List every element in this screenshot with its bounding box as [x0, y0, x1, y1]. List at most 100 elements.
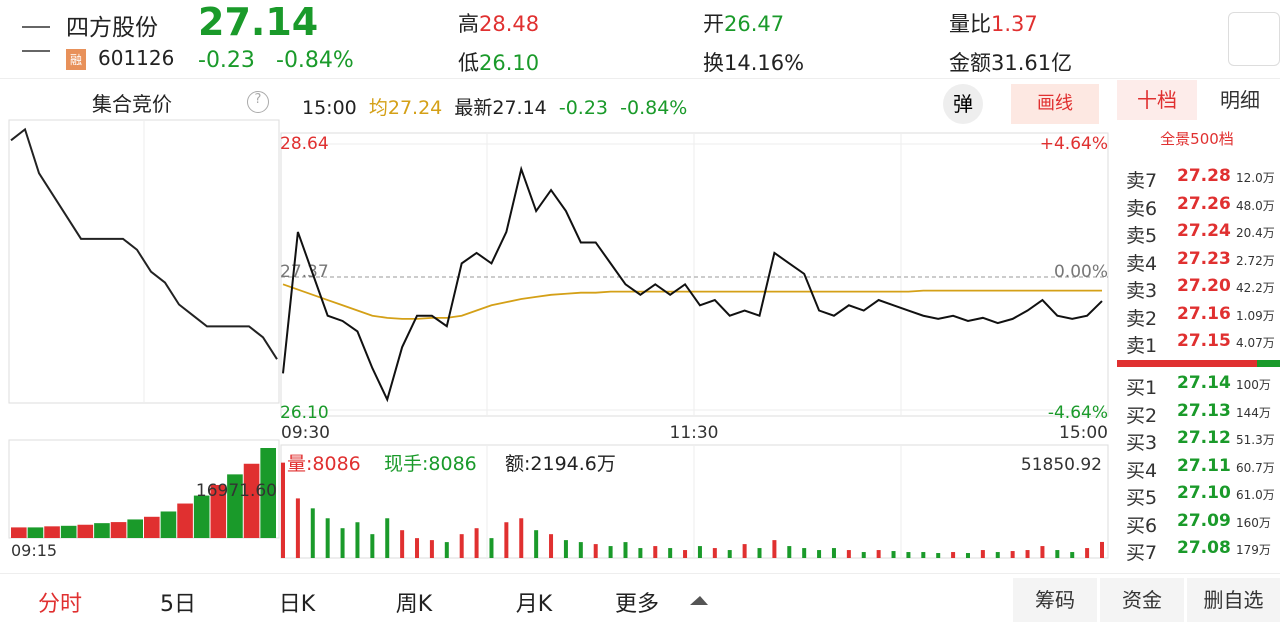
tab[interactable]: 更多: [614, 592, 659, 617]
volume-bar: [400, 530, 405, 558]
level: 买7: [1126, 542, 1158, 564]
margin-tag: 融: [66, 49, 87, 70]
x-tick-label: 15:00: [1059, 423, 1108, 443]
level-price: 27.23: [1177, 248, 1231, 269]
volume-bar: [727, 550, 732, 558]
tab[interactable]: 日K: [278, 592, 316, 617]
auction-vol-bar: [44, 526, 60, 538]
tab[interactable]: 5日: [160, 592, 196, 617]
volume-bar: [802, 548, 807, 558]
volume-bar: [1010, 551, 1015, 558]
level-price: 27.20: [1177, 276, 1231, 296]
action[interactable]: 筹码: [1013, 578, 1097, 622]
vol-max-label: 51850.92: [1021, 455, 1102, 475]
volume-bar: [578, 542, 583, 558]
auction-line: [10, 127, 278, 360]
level: 卖4: [1126, 252, 1158, 275]
auction-vol-bar: [144, 516, 160, 538]
spread-bar: [1117, 360, 1257, 367]
level-volume: 1.09万: [1236, 308, 1275, 323]
volume-bar: [504, 522, 509, 558]
auction-vol-bar: [110, 522, 127, 538]
draw-button[interactable]: 画线: [1011, 84, 1099, 124]
level-price: 27.13: [1177, 400, 1231, 421]
volume-bar: [1070, 552, 1075, 558]
level-volume: 144万: [1236, 405, 1271, 420]
auction-title: 集合竞价: [92, 92, 172, 116]
tab[interactable]: 明细: [1220, 88, 1260, 112]
pct-tick-label: +4.64%: [1040, 134, 1108, 154]
volume-bar: [757, 548, 762, 558]
level-volume: 2.72万: [1236, 253, 1275, 268]
turnover: 14.16%: [724, 51, 805, 75]
level: 卖2: [1126, 307, 1158, 330]
y-tick-label: 26.10: [280, 403, 329, 423]
price: 27.14: [198, 0, 319, 44]
vol-ratio: 1.37: [991, 12, 1038, 36]
tab[interactable]: 十档: [1117, 80, 1197, 120]
low: 26.10: [479, 51, 540, 75]
auction-vol-bar: [227, 474, 243, 538]
volume-bar: [831, 548, 836, 558]
action[interactable]: 删自选: [1187, 578, 1280, 622]
volume-bar: [623, 542, 628, 558]
level: 买1: [1126, 377, 1158, 399]
level-price: 27.16: [1177, 303, 1231, 324]
volume-bar: [683, 550, 688, 558]
action[interactable]: 资金: [1100, 578, 1184, 622]
tab[interactable]: 周K: [395, 592, 433, 617]
volume-bar: [310, 508, 315, 558]
volume-bar: [370, 534, 375, 558]
level-volume: 51.3万: [1236, 433, 1275, 447]
volume-bar: [876, 550, 881, 558]
menu-icon[interactable]: [22, 26, 50, 52]
volume-bar: [1055, 550, 1060, 558]
level-volume: 61.0万: [1236, 488, 1275, 502]
spread-bar: [1257, 360, 1280, 367]
depth-button[interactable]: 全景500档: [1160, 130, 1234, 148]
level-price: 27.10: [1177, 483, 1231, 503]
volume-bar: [742, 544, 747, 558]
code: 601126: [98, 46, 175, 70]
auction-vol-bar: [210, 484, 227, 538]
volume-bar: [519, 518, 524, 558]
level-volume: 20.4万: [1236, 226, 1275, 240]
volume-bar: [936, 553, 941, 558]
stock-name: 四方股份: [66, 15, 158, 41]
x-tick-label: 09:30: [281, 423, 330, 443]
auction-vol-bar: [94, 523, 110, 538]
level: 卖1: [1126, 335, 1158, 357]
volume-bar: [489, 538, 494, 558]
level: 买5: [1126, 487, 1158, 509]
tab[interactable]: 分时: [37, 592, 82, 617]
volume-bar: [921, 552, 926, 558]
pct: -0.84%: [276, 48, 354, 73]
volume-bar: [638, 548, 643, 558]
volume-bar: [563, 540, 568, 558]
volume-bar: [325, 518, 330, 558]
auction-vol-bar: [160, 511, 177, 538]
help-icon[interactable]: ?: [247, 91, 269, 113]
volume-bar: [549, 534, 554, 558]
volume-bar: [712, 548, 717, 558]
level-price: 27.28: [1177, 166, 1231, 186]
x-tick-label: 11:30: [670, 423, 719, 443]
level-price: 27.12: [1177, 428, 1231, 448]
popup-button[interactable]: 弹: [943, 84, 983, 124]
level-volume: 42.2万: [1236, 281, 1275, 295]
level-volume: 4.07万: [1236, 336, 1275, 350]
label: 开: [703, 12, 724, 36]
volume-bar: [444, 542, 449, 558]
volume-bar: [787, 546, 792, 558]
auction-vol-bar: [243, 463, 260, 538]
latest: 最新27.14: [454, 97, 547, 119]
volume-bar: [1040, 546, 1045, 558]
volume-bar: [295, 498, 300, 558]
auction-vol-bar: [60, 525, 77, 538]
tab[interactable]: 月K: [515, 592, 553, 617]
level-volume: 179万: [1236, 543, 1271, 557]
pct-tick-label: -4.64%: [1048, 403, 1108, 423]
auction-vol-bar: [193, 495, 210, 538]
level: 卖6: [1126, 197, 1158, 220]
